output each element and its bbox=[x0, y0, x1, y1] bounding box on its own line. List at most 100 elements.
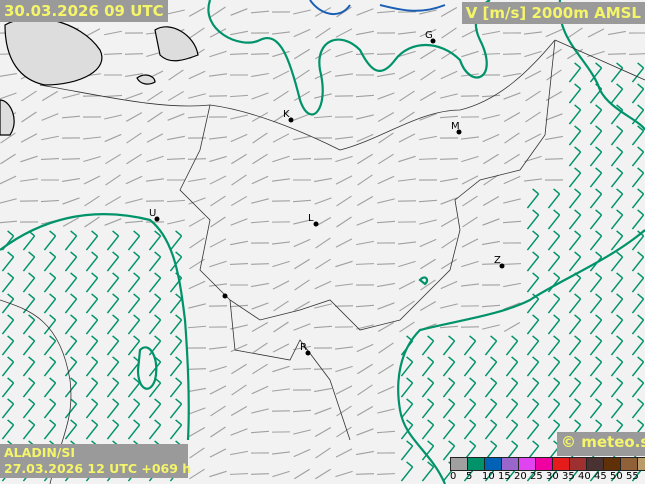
wind-barb bbox=[209, 175, 227, 185]
city-dot bbox=[288, 117, 294, 123]
wind-barb bbox=[293, 219, 311, 225]
wind-barb bbox=[377, 282, 395, 288]
wind-barb bbox=[64, 293, 78, 314]
wind-barb bbox=[482, 133, 500, 143]
wind-barb bbox=[106, 314, 120, 335]
wind-barb bbox=[421, 461, 435, 482]
wind-barb bbox=[547, 398, 561, 419]
wind-barb bbox=[273, 300, 289, 312]
wind-barb bbox=[524, 133, 542, 143]
wind-barb bbox=[441, 258, 457, 270]
wind-barb bbox=[106, 377, 120, 398]
wind-barb bbox=[22, 251, 36, 272]
wind-barb bbox=[546, 69, 562, 81]
wind-barb bbox=[40, 199, 60, 203]
wind-barb bbox=[546, 48, 562, 60]
wind-barb bbox=[568, 356, 582, 377]
wind-barb bbox=[335, 73, 353, 77]
wind-barb bbox=[1, 377, 15, 398]
wind-barb bbox=[589, 167, 603, 188]
wind-barb bbox=[293, 345, 311, 351]
wind-barb bbox=[43, 419, 57, 440]
wind-barb bbox=[547, 251, 561, 272]
wind-barb bbox=[22, 377, 36, 398]
wind-barb bbox=[250, 263, 270, 265]
wind-barb bbox=[460, 136, 480, 140]
wind-barb bbox=[43, 314, 57, 335]
wind-barb bbox=[484, 377, 498, 398]
wind-barb bbox=[209, 385, 227, 395]
wind-barb bbox=[397, 31, 417, 35]
wind-barb bbox=[376, 53, 396, 55]
wind-barb bbox=[0, 198, 17, 204]
wind-barb bbox=[589, 293, 603, 314]
wind-barb bbox=[125, 72, 143, 78]
wind-barb bbox=[610, 146, 624, 167]
wind-barb bbox=[377, 92, 395, 100]
wind-barb bbox=[503, 92, 521, 100]
wind-barb bbox=[167, 113, 185, 121]
wind-barb bbox=[189, 468, 205, 480]
wind-barb bbox=[229, 94, 249, 98]
wind-barb bbox=[442, 356, 456, 377]
wind-barb bbox=[421, 440, 435, 461]
wind-barb bbox=[418, 158, 438, 160]
wind-barb bbox=[250, 53, 270, 55]
wind-barb bbox=[106, 272, 120, 293]
wind-barb bbox=[442, 335, 456, 356]
legend-swatch bbox=[518, 457, 536, 471]
wind-barb bbox=[355, 304, 375, 308]
wind-barb bbox=[610, 335, 624, 356]
wind-barb bbox=[292, 158, 312, 160]
wind-barb bbox=[294, 69, 310, 81]
wind-barb bbox=[126, 132, 142, 144]
wind-barb bbox=[356, 218, 374, 226]
wind-barb bbox=[127, 335, 141, 356]
model-run: 27.03.2026 12 UTC +069 h bbox=[4, 461, 192, 476]
wind-barb bbox=[420, 48, 436, 60]
wind-barb bbox=[84, 216, 100, 228]
wind-barb bbox=[419, 135, 437, 141]
city-label: U bbox=[149, 208, 156, 219]
wind-barb bbox=[589, 335, 603, 356]
wind-barb bbox=[189, 237, 205, 249]
wind-barb bbox=[272, 388, 290, 392]
wind-barb bbox=[610, 209, 624, 230]
wind-barb bbox=[250, 473, 270, 475]
wind-barb bbox=[568, 146, 582, 167]
wind-barb bbox=[356, 133, 374, 143]
wind-barb bbox=[503, 282, 521, 288]
rivers-lakes bbox=[309, 0, 446, 15]
wind-barb bbox=[503, 175, 521, 185]
legend-tick: 55 bbox=[626, 471, 639, 482]
wind-barb bbox=[568, 167, 582, 188]
legend-tick: 35 bbox=[562, 471, 575, 482]
wind-barb bbox=[610, 188, 624, 209]
wind-barb bbox=[440, 93, 458, 99]
wind-barb bbox=[61, 115, 81, 119]
wind-barb bbox=[43, 272, 57, 293]
wind-barb bbox=[442, 398, 456, 419]
wind-barb bbox=[631, 146, 645, 167]
wind-barb bbox=[589, 377, 603, 398]
wind-barb bbox=[377, 72, 395, 78]
wind-barb bbox=[376, 10, 396, 14]
wind-barb bbox=[252, 342, 268, 354]
wind-barb bbox=[357, 384, 373, 396]
legend-swatch bbox=[586, 457, 604, 471]
wind-barb bbox=[127, 419, 141, 440]
wind-barb bbox=[505, 398, 519, 419]
wind-barb bbox=[419, 113, 437, 121]
wind-barb bbox=[631, 314, 645, 335]
wind-barb bbox=[400, 356, 414, 377]
wind-barb bbox=[124, 53, 144, 55]
wind-barb bbox=[335, 470, 353, 478]
wind-barb bbox=[209, 50, 227, 58]
wind-barb bbox=[441, 237, 457, 249]
wind-barb bbox=[484, 419, 498, 440]
wind-barb bbox=[231, 363, 247, 375]
wind-barb bbox=[631, 125, 645, 146]
city-dot bbox=[499, 263, 505, 269]
wind-barb bbox=[610, 251, 624, 272]
wind-barb bbox=[568, 251, 582, 272]
